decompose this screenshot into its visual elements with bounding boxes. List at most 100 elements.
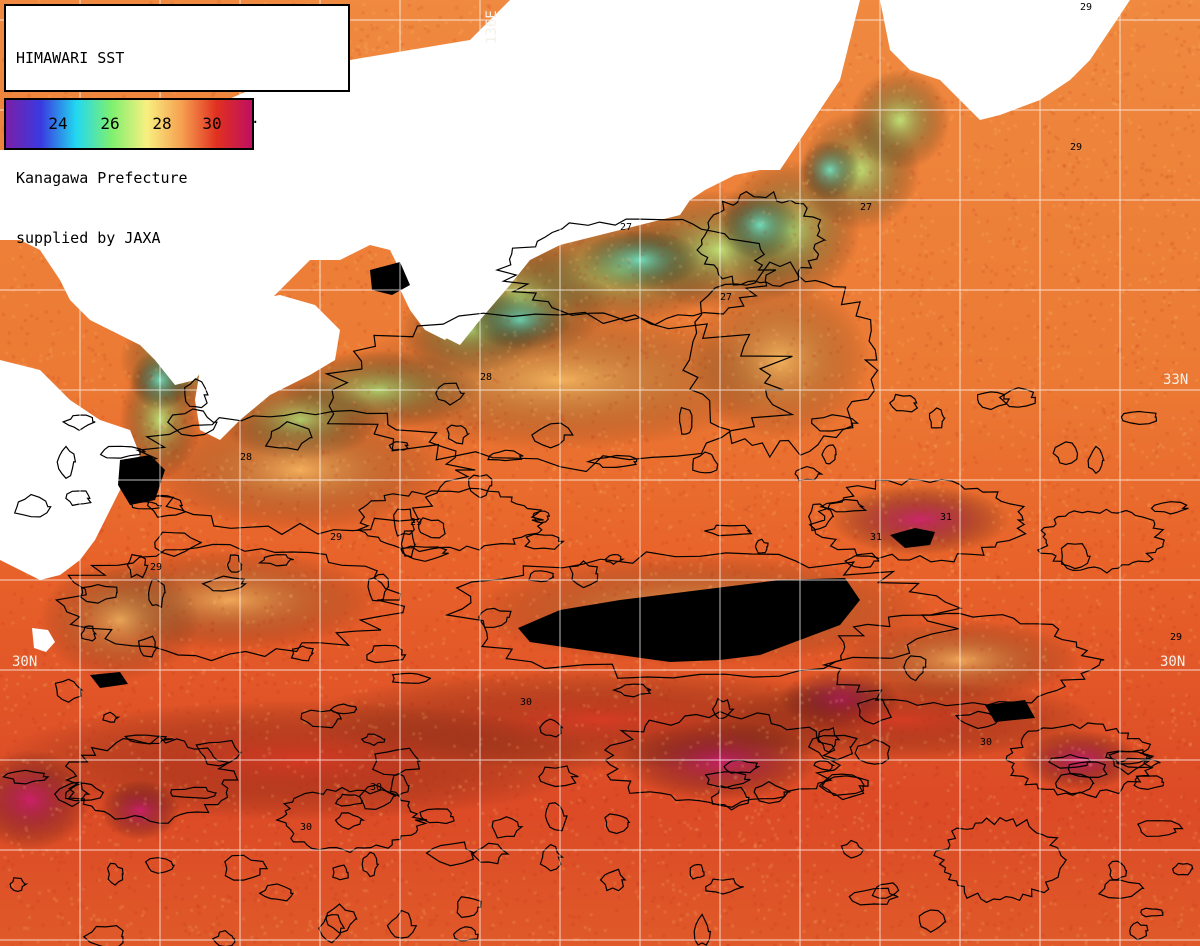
contour-line xyxy=(531,422,574,449)
contour-line xyxy=(80,625,98,642)
contour-line xyxy=(696,190,827,287)
contour-line xyxy=(211,930,236,946)
contour-line xyxy=(358,784,397,811)
contour-line xyxy=(64,735,239,824)
contour-line xyxy=(1054,772,1095,795)
contour-line xyxy=(102,711,121,723)
contour-line xyxy=(723,759,761,774)
contour-line xyxy=(195,739,243,767)
contour-line xyxy=(692,451,719,474)
color-scale-tick-30: 30 xyxy=(202,114,222,133)
contour-line xyxy=(446,424,471,445)
contour-line xyxy=(753,780,791,804)
contour-line xyxy=(538,765,579,788)
contour-line xyxy=(1129,921,1149,941)
contour-line xyxy=(456,896,482,919)
contour-value-label: 31 xyxy=(940,512,952,523)
contour-line xyxy=(226,554,243,573)
contour-line xyxy=(1105,749,1153,765)
contour-line xyxy=(585,454,638,469)
contour-line xyxy=(123,734,174,745)
contour-line xyxy=(154,531,202,557)
land-kyushu xyxy=(0,360,140,580)
contour-line xyxy=(903,655,927,682)
contour-line xyxy=(144,857,175,874)
contour-value-label: 30 xyxy=(980,737,992,748)
contour-line xyxy=(808,503,835,532)
land-northeast xyxy=(880,0,1130,120)
contour-line xyxy=(53,781,91,808)
contour-line xyxy=(645,623,672,646)
contour-line xyxy=(1097,879,1145,899)
contour-line xyxy=(770,614,806,634)
contour-line xyxy=(819,498,868,513)
sst-contours xyxy=(1,190,1194,946)
contour-line xyxy=(290,645,315,662)
contour-line xyxy=(124,464,150,476)
color-scale-gradient xyxy=(6,100,252,148)
contour-line xyxy=(167,408,218,437)
info-region: Kanagawa Prefecture xyxy=(16,169,188,187)
land-tanegashima xyxy=(32,628,55,652)
contour-line xyxy=(954,710,1003,730)
contour-line xyxy=(711,697,735,719)
contour-line xyxy=(818,773,866,801)
contour-value-label: 29 xyxy=(410,517,422,528)
cloud-patch-se xyxy=(985,700,1035,722)
contour-line xyxy=(106,862,124,886)
contour-line xyxy=(126,553,149,579)
contour-line xyxy=(487,449,524,462)
info-panel: HIMAWARI SST 2025/08/24 02(UTC) 3H Comp.… xyxy=(4,4,350,247)
contour-line xyxy=(854,738,891,765)
contour-line xyxy=(13,493,52,518)
contour-line xyxy=(356,487,544,553)
lon-label-136e: 136E xyxy=(484,10,500,44)
contour-line xyxy=(933,816,1068,904)
contour-value-label: 27 xyxy=(860,202,872,213)
contour-line xyxy=(705,878,744,895)
contour-line xyxy=(128,501,163,510)
contour-line xyxy=(389,773,410,797)
contour-line xyxy=(224,854,269,881)
contour-line xyxy=(366,644,407,664)
contour-line xyxy=(61,414,96,432)
cloud-patch-east xyxy=(890,528,935,548)
contour-line xyxy=(704,771,751,789)
contour-line xyxy=(367,573,390,602)
contour-line xyxy=(604,553,626,566)
contour-line xyxy=(1150,501,1189,515)
contour-line xyxy=(679,406,693,435)
contour-line xyxy=(1140,907,1164,918)
contour-line xyxy=(1036,508,1165,574)
contour-value-label: 30 xyxy=(370,782,382,793)
contour-line xyxy=(844,555,880,569)
contour-line xyxy=(1005,722,1155,799)
contour-line xyxy=(170,786,217,800)
contour-line xyxy=(810,414,860,432)
contour-line xyxy=(419,808,455,825)
contour-line xyxy=(471,842,510,865)
contour-line xyxy=(871,882,900,899)
contour-line xyxy=(1172,862,1194,876)
contour-line xyxy=(544,802,568,832)
contour-line xyxy=(821,612,1105,707)
contour-line xyxy=(361,851,380,878)
contour-value-label: 29 xyxy=(150,562,162,573)
color-scale-legend: 24 26 28 30 xyxy=(4,98,254,150)
lat-label-30n-right: 30N xyxy=(1160,654,1186,670)
contour-line xyxy=(9,877,29,893)
land-masses xyxy=(0,0,1130,652)
contour-line xyxy=(888,393,919,413)
contour-line xyxy=(425,841,475,867)
contour-line xyxy=(1,769,50,785)
contour-line xyxy=(1048,753,1092,769)
contour-value-label: 31 xyxy=(870,532,882,543)
contour-line xyxy=(495,218,777,326)
contour-line xyxy=(539,718,564,738)
contour-line xyxy=(568,560,599,589)
contour-line xyxy=(848,887,899,906)
contour-line xyxy=(452,926,479,942)
contour-line xyxy=(1060,542,1091,570)
info-title: HIMAWARI SST xyxy=(16,49,125,67)
